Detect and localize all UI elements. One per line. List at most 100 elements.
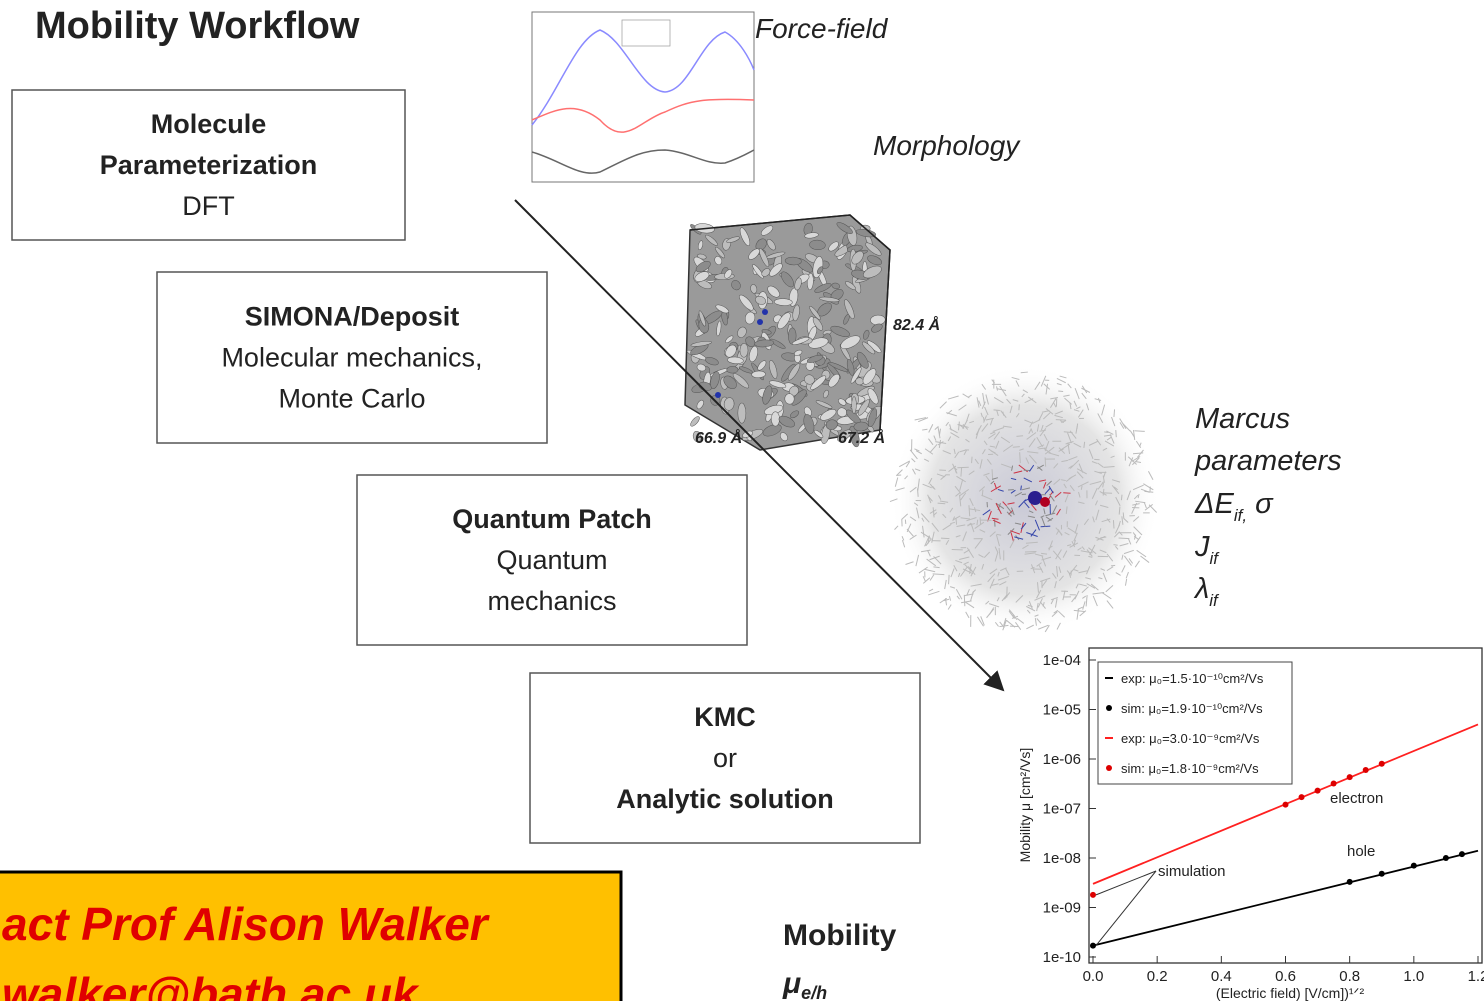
molecule (1114, 409, 1115, 417)
x-tick-label: 1.0 (1403, 968, 1424, 985)
y-axis-label: Mobility μ [cm²/Vs] (1017, 748, 1033, 863)
symbol: J (1194, 531, 1210, 563)
mobility-symbol: μe/h (782, 967, 827, 1001)
symbol: λ (1193, 573, 1209, 605)
data-point (1331, 780, 1337, 786)
data-point (1299, 794, 1305, 800)
marcus-line: Marcus (1195, 403, 1290, 435)
data-point (1283, 802, 1289, 808)
molecule (727, 366, 739, 373)
molecule (689, 415, 701, 428)
molecule (757, 319, 763, 325)
subscript: if (1209, 591, 1220, 610)
x-tick-label: 0.8 (1339, 968, 1360, 985)
data-point (1347, 879, 1353, 885)
molecule (982, 490, 983, 497)
page: { "title": "Mobility Workflow", "steps":… (0, 0, 1484, 1001)
molecule (1028, 491, 1042, 505)
workflow-steps: Molecule Parameterization DFT SIMONA/Deposi… (12, 90, 920, 843)
step-text: or (713, 743, 737, 773)
marcus-param: Jif (1194, 531, 1220, 568)
molecule (771, 412, 779, 426)
annotation: simulation (1158, 863, 1226, 880)
molecule (852, 397, 857, 414)
molecule (938, 503, 946, 504)
molecule (1123, 513, 1124, 519)
marcus-param: λif (1193, 573, 1220, 610)
subscript: if (1210, 549, 1221, 568)
morphology-label: Morphology (873, 130, 1021, 161)
legend-label: sim: μ₀=1.8·10⁻⁹cm²/Vs (1121, 761, 1259, 776)
marcus-line: parameters (1194, 445, 1342, 477)
x-tick-label: 0.4 (1211, 968, 1232, 985)
molecule (1016, 436, 1023, 437)
molecule (992, 469, 993, 479)
x-tick-label: 0.0 (1083, 968, 1104, 985)
step-text: Monte Carlo (278, 384, 425, 414)
data-point (1090, 892, 1096, 898)
subscript: if, (1234, 506, 1247, 525)
marcus-parameters: Marcus parameters ΔEif, σ Jif λif (1193, 403, 1342, 610)
step-text: Parameterization (100, 150, 318, 180)
data-point (1347, 774, 1353, 780)
annotation: electron (1330, 790, 1383, 807)
data-point (1090, 943, 1096, 949)
legend-label: exp: μ₀=1.5·10⁻¹⁰cm²/Vs (1121, 671, 1264, 686)
molecule (738, 403, 746, 423)
force-field-label: Force-field (755, 13, 889, 44)
marcus-param: ΔEif, σ (1194, 488, 1274, 525)
y-tick-label: 1e-05 (1043, 702, 1081, 719)
molecule (762, 309, 768, 315)
symbol: ΔE (1194, 488, 1234, 520)
molecule (1114, 545, 1118, 546)
data-point (1443, 855, 1449, 861)
step-text: Analytic solution (616, 784, 834, 814)
dimension-label: 66.9 Å (695, 428, 742, 447)
y-tick-label: 1e-10 (1043, 949, 1081, 966)
step-text: SIMONA/Deposit (245, 302, 460, 332)
molecular-sphere (890, 365, 1160, 635)
molecule (1025, 551, 1036, 552)
molecule (949, 575, 950, 584)
contact-text: walker@bath.ac.uk (2, 968, 420, 1001)
legend-label: sim: μ₀=1.9·10⁻¹⁰cm²/Vs (1121, 701, 1263, 716)
step-text: Molecule (151, 109, 267, 139)
mobility-chart: 1e-041e-051e-061e-071e-081e-091e-100.00.… (1017, 648, 1484, 1001)
y-tick-label: 1e-06 (1043, 751, 1081, 768)
molecule (933, 574, 945, 575)
molecule (1021, 372, 1028, 373)
legend-swatch (1106, 765, 1112, 771)
x-tick-label: 1.2 (1468, 968, 1484, 985)
x-axis-label: (Electric field) [V/cm])¹ᐟ² (1216, 985, 1365, 1001)
legend-swatch (1106, 705, 1112, 711)
molecule (1040, 497, 1050, 507)
molecule (1121, 495, 1122, 501)
y-tick-label: 1e-04 (1043, 652, 1081, 669)
molecule (964, 595, 965, 606)
data-point (1363, 767, 1369, 773)
slide: Mobility Workflow Force-field Morphology… (0, 0, 1484, 1001)
molecule (956, 518, 957, 524)
symbol: μ (782, 967, 801, 1000)
step-text: Molecular mechanics, (221, 343, 482, 373)
symbol: σ (1247, 488, 1274, 520)
molecule (1134, 431, 1144, 432)
force-field-plot (532, 12, 754, 182)
y-tick-label: 1e-08 (1043, 850, 1081, 867)
step-text: DFT (182, 191, 234, 221)
slide-title: Mobility Workflow (35, 5, 360, 47)
legend-label: exp: μ₀=3.0·10⁻⁹cm²/Vs (1121, 731, 1260, 746)
data-point (1379, 761, 1385, 767)
x-tick-label: 0.6 (1275, 968, 1296, 985)
molecule (1104, 432, 1108, 433)
mobility-label: Mobility (783, 919, 897, 952)
data-point (1315, 788, 1321, 794)
y-tick-label: 1e-07 (1043, 801, 1081, 818)
molecule (1020, 452, 1021, 463)
annotation: hole (1347, 843, 1375, 860)
step-text: Quantum Patch (452, 504, 652, 534)
molecule (1058, 391, 1063, 392)
molecule (1013, 447, 1020, 448)
step-text: KMC (694, 702, 756, 732)
data-point (1459, 851, 1465, 857)
